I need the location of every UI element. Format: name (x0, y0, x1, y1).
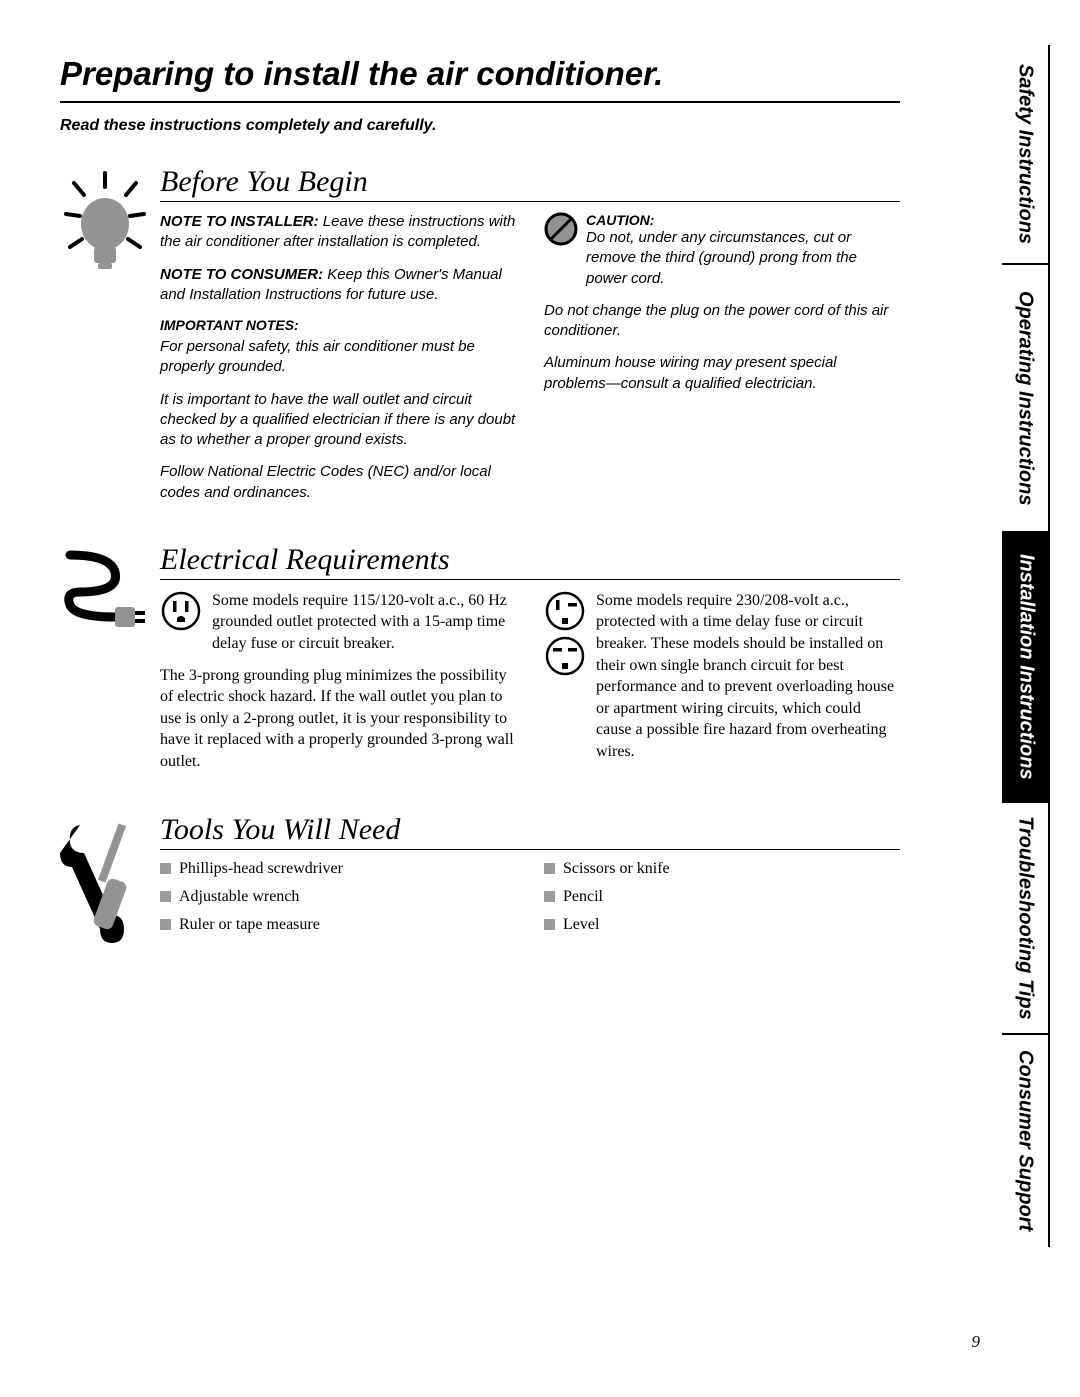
tools-left-column: Phillips-head screwdriver Adjustable wre… (160, 860, 516, 944)
bullet-icon (160, 863, 171, 874)
section-before-you-begin: Before You Begin NOTE TO INSTALLER: Leav… (60, 165, 900, 515)
caution-p3: Aluminum house wiring may present specia… (544, 353, 900, 394)
outlet-115v-icon (160, 590, 202, 637)
tool-item: Adjustable wrench (160, 888, 516, 906)
tab-consumer-support[interactable]: Consumer Support (1002, 1033, 1050, 1247)
tool-item: Scissors or knife (544, 860, 900, 878)
side-navigation-tabs: Safety Instructions Operating Instructio… (1002, 45, 1050, 1285)
tool-item: Pencil (544, 888, 900, 906)
bullet-icon (544, 891, 555, 902)
electrical-heading: Electrical Requirements (160, 543, 900, 580)
tab-installation-instructions[interactable]: Installation Instructions (1002, 531, 1050, 801)
caution-heading: CAUTION: (586, 212, 900, 228)
electrical-right-p1: Some models require 230/208-volt a.c., p… (596, 590, 900, 763)
bullet-icon (544, 863, 555, 874)
caution-p2: Do not change the plug on the power cord… (544, 301, 900, 342)
caution-p1: Do not, under any circumstances, cut or … (586, 228, 900, 289)
tool-item: Ruler or tape measure (160, 916, 516, 934)
page-number: 9 (972, 1332, 981, 1352)
bullet-icon (160, 891, 171, 902)
bullet-icon (544, 919, 555, 930)
note-to-consumer: NOTE TO CONSUMER: Keep this Owner's Manu… (160, 265, 516, 306)
tools-heading: Tools You Will Need (160, 813, 900, 850)
important-p2: It is important to have the wall outlet … (160, 390, 516, 451)
section-electrical-requirements: Electrical Requirements Some models r (60, 543, 900, 785)
tab-troubleshooting-tips[interactable]: Troubleshooting Tips (1002, 801, 1050, 1033)
important-notes-heading: IMPORTANT NOTES: (160, 317, 516, 333)
tab-operating-instructions[interactable]: Operating Instructions (1002, 263, 1050, 531)
before-heading: Before You Begin (160, 165, 900, 202)
important-p1: For personal safety, this air conditione… (160, 337, 516, 378)
tools-right-column: Scissors or knife Pencil Level (544, 860, 900, 944)
important-p3: Follow National Electric Codes (NEC) and… (160, 462, 516, 503)
wrench-screwdriver-icon (60, 813, 160, 962)
bullet-icon (160, 919, 171, 930)
read-instructions-line: Read these instructions completely and c… (60, 117, 900, 135)
plug-cord-icon (60, 543, 160, 785)
lightbulb-icon (60, 165, 160, 515)
tool-item: Level (544, 916, 900, 934)
electrical-left-p1: Some models require 115/120-volt a.c., 6… (212, 590, 516, 655)
tab-safety-instructions[interactable]: Safety Instructions (1002, 45, 1050, 263)
section-tools: Tools You Will Need Phillips-head screwd… (60, 813, 900, 962)
electrical-left-p2: The 3-prong grounding plug minimizes the… (160, 665, 516, 773)
tool-item: Phillips-head screwdriver (160, 860, 516, 878)
outlet-230v-icons (544, 590, 586, 685)
caution-icon (544, 212, 578, 246)
page-title: Preparing to install the air conditioner… (60, 55, 900, 103)
note-to-installer: NOTE TO INSTALLER: Leave these instructi… (160, 212, 516, 253)
